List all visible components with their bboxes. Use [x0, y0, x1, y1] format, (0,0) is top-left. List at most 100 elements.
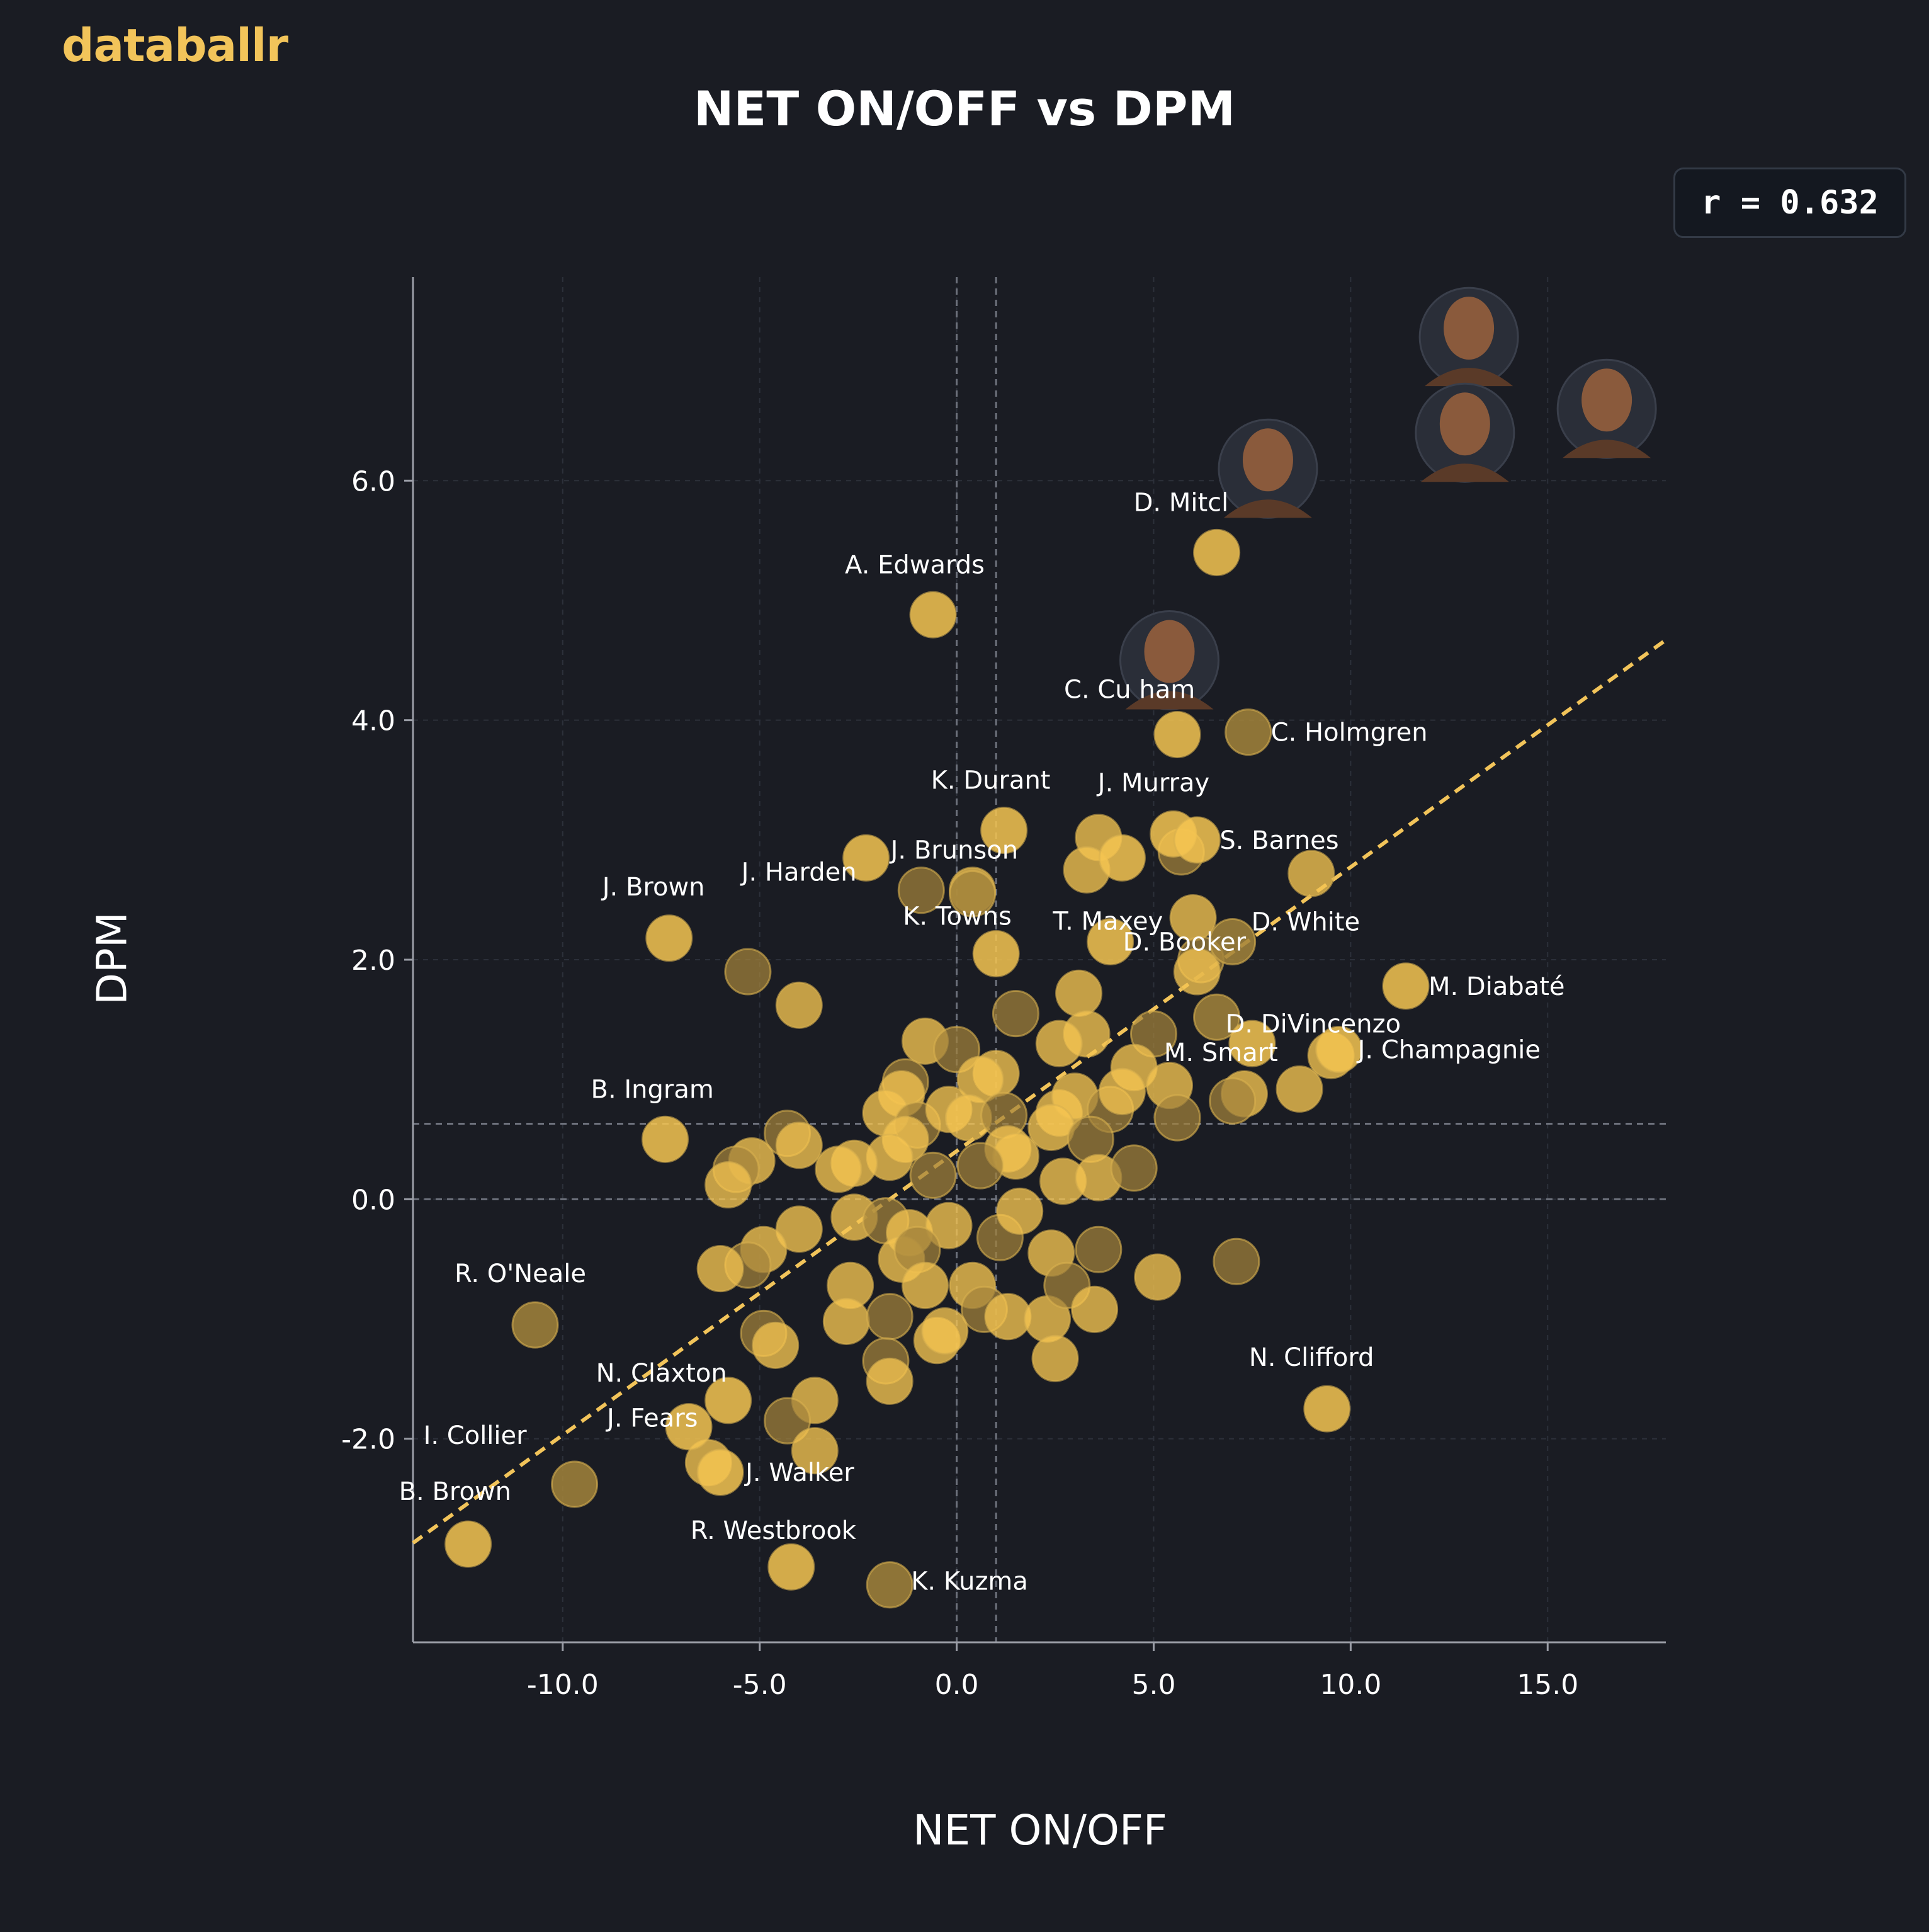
data-point: [921, 1307, 969, 1355]
point-label: I. Collier: [424, 1421, 528, 1450]
point-label: A. Edwards: [845, 550, 985, 579]
chart-title: NET ON/OFF vs DPM: [693, 81, 1236, 137]
point-label: J. Walker: [744, 1458, 854, 1487]
data-point: [1153, 1094, 1201, 1142]
data-point: [897, 867, 945, 914]
data-point: [1287, 850, 1335, 897]
data-point: [1276, 1065, 1323, 1113]
data-point: [1134, 1253, 1182, 1301]
labeled-data-point: [696, 1448, 744, 1496]
point-label: D. DiVincenzo: [1226, 1009, 1401, 1038]
data-point: [1031, 1334, 1079, 1382]
labeled-data-point: [1173, 816, 1221, 864]
player-face: [1242, 428, 1293, 492]
point-label: D. White: [1252, 907, 1360, 936]
data-point: [775, 981, 823, 1029]
x-tick-label: 5.0: [1131, 1669, 1175, 1701]
point-label: J. Harden: [740, 858, 857, 887]
point-label: K. Durant: [931, 766, 1051, 795]
data-point: [1055, 969, 1103, 1017]
x-tick-label: 0.0: [935, 1669, 979, 1701]
databallr-logo: databallr: [62, 19, 288, 72]
point-label: C. Holmgren: [1271, 719, 1428, 747]
data-point: [1173, 948, 1221, 996]
player-shoulders: [1420, 463, 1509, 482]
data-point: [763, 1397, 811, 1445]
point-label: C. Cu ham: [1064, 675, 1195, 704]
data-point: [1209, 1077, 1257, 1125]
labeled-data-point: [1087, 918, 1134, 965]
point-label: S. Barnes: [1219, 826, 1338, 855]
x-tick-label: 10.0: [1320, 1669, 1381, 1701]
labeled-data-point: [1382, 962, 1430, 1010]
player-face: [1444, 297, 1495, 360]
data-point: [1098, 1067, 1146, 1115]
data-point: [775, 1205, 823, 1253]
labeled-data-point: [909, 591, 957, 639]
labeled-data-point: [1153, 710, 1201, 758]
labeled-data-point: [511, 1301, 559, 1349]
data-point: [822, 1297, 870, 1345]
labeled-data-point: [1193, 528, 1241, 576]
labeled-data-point: [866, 1561, 914, 1609]
point-label: J. Fears: [605, 1404, 698, 1433]
data-point: [902, 1261, 949, 1309]
data-point: [696, 1245, 744, 1293]
player-shoulders: [1125, 691, 1214, 710]
y-tick-label: 4.0: [351, 705, 395, 737]
data-point: [815, 1145, 863, 1193]
point-label: T. Maxey: [1052, 907, 1163, 936]
data-point: [1213, 1237, 1260, 1285]
labeled-data-point: [444, 1520, 492, 1568]
labeled-data-point: [842, 834, 890, 882]
player-shoulders: [1563, 440, 1651, 458]
data-point: [1066, 1115, 1114, 1163]
point-label: B. Ingram: [591, 1075, 714, 1104]
point-label: J. Brunson: [889, 836, 1018, 865]
point-label: N. Clifford: [1249, 1343, 1374, 1372]
x-tick-label: 15.0: [1517, 1669, 1578, 1701]
labeled-data-point: [1315, 1026, 1363, 1074]
labeled-data-point: [551, 1460, 599, 1508]
data-point: [909, 1151, 957, 1199]
data-point: [984, 1293, 1032, 1341]
x-tick-label: -5.0: [733, 1669, 787, 1701]
labeled-data-point: [665, 1403, 713, 1451]
data-point: [866, 1357, 914, 1405]
y-tick-label: -2.0: [341, 1424, 395, 1456]
point-label: J. Murray: [1096, 768, 1209, 797]
point-label: K. Kuzma: [911, 1567, 1028, 1596]
y-tick-label: 2.0: [351, 945, 395, 977]
point-label: R. Westbrook: [691, 1516, 857, 1545]
data-point: [1110, 1144, 1158, 1192]
labeled-data-point: [1193, 993, 1241, 1041]
labeled-data-point: [767, 1543, 815, 1591]
data-point: [996, 1187, 1044, 1235]
labeled-data-point: [642, 1115, 689, 1163]
y-tick-label: 6.0: [351, 465, 395, 497]
y-tick-label: 0.0: [351, 1184, 395, 1216]
data-point: [1035, 1020, 1083, 1067]
point-label: N. Claxton: [596, 1359, 727, 1388]
data-point: [791, 1427, 839, 1475]
data-point: [956, 1142, 1004, 1190]
labeled-data-point: [1209, 918, 1257, 965]
trend-line: [412, 638, 1667, 1545]
point-label: D. Booker: [1123, 928, 1247, 957]
labeled-data-point: [645, 914, 693, 962]
data-point: [1071, 1285, 1119, 1333]
y-axis-title: DPM: [88, 912, 137, 1005]
labeled-data-point: [980, 807, 1028, 855]
data-point: [704, 1161, 752, 1209]
labeled-data-point: [1225, 708, 1272, 756]
labeled-data-point: [1098, 834, 1146, 882]
labeled-data-point: [949, 870, 997, 918]
x-axis-title: NET ON/OFF: [913, 1806, 1167, 1855]
point-label: K. Towns: [903, 902, 1012, 931]
point-label: B. Brown: [399, 1477, 511, 1506]
player-shoulders: [1223, 499, 1312, 518]
data-point: [752, 1321, 800, 1369]
data-point: [866, 1293, 914, 1341]
data-point: [925, 1202, 973, 1249]
